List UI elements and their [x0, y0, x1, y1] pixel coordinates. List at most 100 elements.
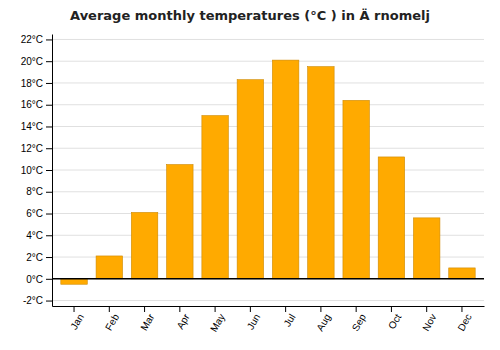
y-tick-mark [46, 126, 52, 127]
grid-line [52, 213, 484, 214]
x-tick-label: Oct [386, 312, 403, 331]
y-tick-mark [46, 39, 52, 40]
y-tick-label: 2°C [26, 252, 43, 263]
x-tick: Feb [103, 306, 121, 332]
x-tick: Dec [455, 306, 473, 333]
x-tick: Apr [174, 306, 192, 331]
y-tick-mark [46, 235, 52, 236]
x-tick-label: Jul [282, 312, 298, 329]
x-tick-mark [179, 306, 180, 312]
x-tick-label: Jun [245, 312, 263, 331]
bar [413, 218, 439, 279]
bar [449, 268, 475, 279]
bar [272, 60, 298, 279]
y-tick-label: 10°C [21, 165, 43, 176]
y-tick: 12°C [21, 143, 52, 154]
grid-line [52, 82, 484, 83]
y-tick: 16°C [21, 99, 52, 110]
x-tick: Sep [350, 306, 369, 333]
grid-line [52, 61, 484, 62]
y-tick: -2°C [23, 295, 52, 306]
y-tick: 10°C [21, 165, 52, 176]
bar [61, 279, 87, 284]
x-tick-mark [461, 306, 462, 312]
x-tick-label: Dec [455, 312, 473, 333]
chart: Average monthly temperatures (°C ) in Ä … [0, 0, 500, 350]
x-tick-mark [356, 306, 357, 312]
y-tick-mark [46, 170, 52, 171]
x-tick-label: Aug [314, 312, 332, 333]
y-tick: 2°C [26, 252, 52, 263]
x-tick-mark [285, 306, 286, 312]
y-axis-line [52, 35, 53, 307]
y-tick-label: -2°C [23, 295, 43, 306]
x-axis-line [53, 306, 485, 307]
bars [52, 60, 484, 284]
x-tick-mark [426, 306, 427, 312]
y-tick: 18°C [21, 78, 52, 89]
grid-line [52, 126, 484, 127]
bar [308, 67, 334, 279]
x-tick-mark [391, 306, 392, 312]
title: Average monthly temperatures (°C ) in Ä … [70, 8, 430, 23]
y-tick-mark [46, 83, 52, 84]
x-tick: Jul [282, 306, 298, 329]
y-tick-mark [46, 214, 52, 215]
zero-line [52, 278, 484, 280]
y-axis: -2°C 0°C 2°C 4°C 6°C 8°C 10°C 12°C 14°C 16°C 18°C 2… [21, 34, 53, 306]
x-tick: May [208, 306, 227, 334]
y-tick: 14°C [21, 121, 52, 132]
y-tick-label: 8°C [26, 186, 43, 197]
x-tick-label: Jan [68, 312, 86, 331]
x-tick-mark [109, 306, 110, 312]
x-tick: Nov [420, 306, 438, 333]
y-tick-label: 16°C [21, 99, 43, 110]
bar [131, 212, 157, 278]
y-tick: 8°C [26, 186, 52, 197]
bar [167, 165, 193, 279]
y-tick-label: 18°C [21, 78, 43, 89]
grid-line [52, 148, 484, 149]
x-tick: Mar [138, 306, 156, 332]
grid-line [52, 39, 484, 40]
y-tick-label: 6°C [26, 208, 43, 219]
bar [378, 157, 404, 279]
y-tick: 4°C [26, 230, 52, 241]
grid-line [52, 104, 484, 105]
x-tick-mark [215, 306, 216, 312]
bar [343, 100, 369, 278]
grid-line [52, 170, 484, 171]
grid [52, 39, 484, 300]
x-tick-label: Feb [103, 312, 121, 333]
y-tick: 22°C [21, 34, 52, 45]
x-tick-label: May [208, 312, 227, 334]
y-tick-mark [46, 257, 52, 258]
y-tick-label: 0°C [26, 274, 43, 285]
y-tick-mark [46, 105, 52, 106]
bar [96, 256, 122, 279]
y-tick-label: 22°C [21, 34, 43, 45]
y-tick-label: 20°C [21, 56, 43, 67]
x-tick: Aug [314, 306, 332, 333]
x-tick-mark [144, 306, 145, 312]
y-tick-mark [46, 301, 52, 302]
grid-line [52, 191, 484, 192]
y-tick-label: 4°C [26, 230, 43, 241]
y-tick-mark [46, 192, 52, 193]
grid-line [52, 278, 484, 279]
x-tick: Oct [386, 306, 403, 331]
x-tick: Jun [245, 306, 263, 331]
x-tick: Jan [68, 306, 86, 331]
x-tick-label: Sep [350, 312, 369, 333]
y-tick-mark [46, 279, 52, 280]
y-tick: 6°C [26, 208, 52, 219]
y-tick: 0°C [26, 274, 52, 285]
x-tick-label: Nov [420, 312, 438, 333]
x-tick-label: Mar [138, 311, 156, 332]
grid-line [52, 300, 484, 301]
y-tick-mark [46, 61, 52, 62]
bar [202, 116, 228, 279]
y-tick-mark [46, 148, 52, 149]
x-tick-mark [320, 306, 321, 312]
plot: -2°C 0°C 2°C 4°C 6°C 8°C 10°C 12°C 14°C 16°C 18°C 2… [21, 34, 485, 334]
